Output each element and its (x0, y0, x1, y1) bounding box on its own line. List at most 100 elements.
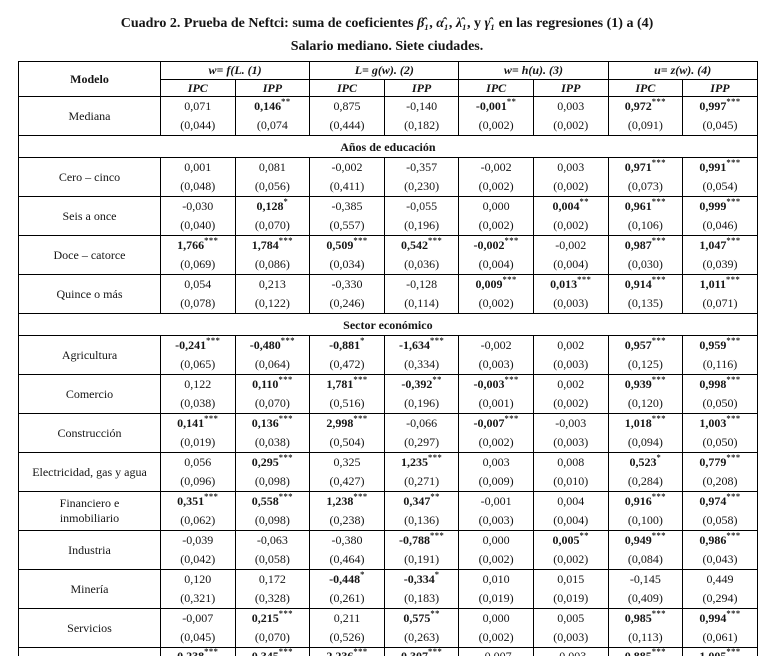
coefficient-value: 0,146** (254, 96, 291, 113)
standard-error: (0,003) (553, 435, 589, 449)
standard-error: (0,098) (254, 474, 290, 488)
coefficient-value: -1,634*** (398, 335, 445, 352)
coefficient-value: -0,334* (403, 569, 440, 586)
significance-stars: ** (430, 608, 440, 618)
coefficient-value: 0,110*** (252, 374, 293, 391)
value-cell: 0,449 (0,294) (682, 569, 758, 609)
price-index-subheader: IPP (682, 79, 758, 97)
standard-error: (0,045) (180, 630, 216, 644)
significance-stars: *** (651, 96, 666, 106)
standard-error: (0,122) (254, 296, 290, 310)
significance-stars: ** (579, 530, 590, 540)
standard-error: (0,464) (329, 552, 365, 566)
section-row: Años de educación (18, 135, 758, 158)
standard-error: (0,096) (180, 474, 216, 488)
value-cell: 0,325 (0,427) (309, 452, 385, 492)
coefficient-value: 0,999*** (699, 196, 741, 213)
value-cell: -0,140 (0,182) (383, 96, 460, 136)
coefficient-value: 1,766*** (177, 235, 219, 252)
standard-error: (0,002) (553, 552, 589, 566)
coefficient-value: 0,004** (552, 196, 590, 213)
significance-stars: *** (726, 235, 741, 245)
value-cell: -0,066 (0,297) (383, 413, 460, 453)
table-row: Construcción 0,141*** (0,019) 0,136*** (0,03… (18, 413, 758, 453)
significance-stars: *** (278, 235, 294, 245)
standard-error: (0,070) (254, 630, 290, 644)
standard-error: (0,036) (404, 257, 440, 271)
coefficient-value: 0,987*** (624, 235, 666, 252)
coefficient-value: 0,215*** (251, 608, 294, 625)
table-row: Servicios -0,007 (0,045) 0,215*** (0,070) 0,2… (18, 608, 758, 648)
coefficient-value: -0,881* (329, 335, 365, 352)
value-cell: 0,054 (0,078) (160, 274, 236, 314)
value-cell: -0,002*** (0,004) (458, 235, 534, 275)
coefficient-value: 2,998*** (326, 413, 368, 430)
value-cell: 0,542*** (0,036) (383, 235, 460, 275)
significance-stars: *** (726, 452, 741, 462)
standard-error: (0,039) (702, 257, 738, 271)
coefficient-value: 0,211 (333, 611, 361, 625)
coefficient-value: -0,007 (480, 649, 512, 656)
significance-stars: * (360, 335, 365, 345)
value-cell: 0,009*** (0,002) (458, 274, 534, 314)
coefficient-value: 0,974*** (699, 491, 741, 508)
coefficient-value: 0,307*** (400, 646, 443, 656)
value-cell: 1,781*** (0,516) (309, 374, 385, 414)
coefficient-value: -0,039 (182, 533, 214, 547)
coefficient-value: 0,003 (557, 99, 585, 113)
row-label: Construcción (18, 413, 161, 453)
coefficient-value: -0,001** (475, 96, 517, 113)
standard-error: (0,002) (478, 296, 514, 310)
value-cell: 0,991*** (0,054) (682, 157, 758, 197)
value-cell: -0,128 (0,114) (383, 274, 460, 314)
value-cell: 0,056 (0,096) (160, 452, 236, 492)
standard-error: (0,002) (553, 396, 589, 410)
significance-stars: ** (432, 374, 442, 384)
value-cell: -0,241*** (0,065) (160, 335, 236, 375)
value-cell: 2,998*** (0,504) (309, 413, 385, 453)
coefficient-value: 1,238*** (326, 491, 368, 508)
value-cell: 0,005 (0,003) (532, 608, 609, 648)
significance-stars: *** (651, 491, 666, 501)
standard-error: (0,238) (329, 513, 365, 527)
row-label: Mediana (18, 96, 161, 136)
row-label: Doce – catorce (18, 235, 161, 275)
standard-error: (0,038) (180, 396, 216, 410)
standard-error: (0,284) (627, 474, 663, 488)
coefficient-value: 0,345*** (251, 646, 294, 656)
value-cell: -0,334* (0,183) (383, 569, 460, 609)
significance-stars: *** (206, 335, 221, 345)
coefficient-value: 0,885*** (624, 646, 666, 656)
standard-error: (0,135) (627, 296, 663, 310)
value-cell: -0,055 (0,196) (383, 196, 460, 236)
value-cell: -0,002 (0,002) (458, 157, 534, 197)
coefficient-value: 0,000 (482, 533, 510, 547)
significance-stars: *** (504, 235, 519, 245)
value-cell: 0,172 (0,328) (234, 569, 311, 609)
coefficient-value: 0,961*** (624, 196, 666, 213)
standard-error: (0,271) (404, 474, 440, 488)
coefficient-value: 0,957*** (624, 335, 666, 352)
value-cell: 0,987*** (0,030) (607, 235, 684, 275)
table-row: Doce – catorce 1,766*** (0,069) 1,784*** (0,… (18, 235, 758, 275)
significance-stars: *** (427, 452, 443, 462)
significance-stars: *** (278, 491, 294, 501)
table-row: Seis a once -0,030 (0,040) 0,128* (0,070) -0,… (18, 196, 758, 236)
standard-error: (0,045) (702, 118, 738, 132)
regression-group-header-4: u= z(w). (4) (607, 61, 758, 80)
standard-error: (0,030) (627, 257, 663, 271)
standard-error: (0,516) (329, 396, 365, 410)
table-body: Mediana 0,071 (0,044) 0,146** (0,074 0,875 (0,… (18, 96, 758, 656)
header-model: Modelo (18, 61, 161, 97)
value-cell: 0,523* (0,284) (607, 452, 684, 492)
coefficient-value: -0,003 (555, 649, 587, 656)
coefficient-value: 0,558*** (251, 491, 294, 508)
standard-error: (0,073) (627, 179, 663, 193)
value-cell: 0,999*** (0,046) (682, 196, 758, 236)
coefficient-value: 0,985*** (624, 608, 666, 625)
value-cell: 0,998*** (0,050) (682, 374, 758, 414)
coefficient-value: -0,002 (331, 160, 363, 174)
value-cell: 0,994*** (0,061) (682, 608, 758, 648)
value-cell: 0,015 (0,019) (532, 569, 609, 609)
value-cell: 0,071 (0,044) (160, 96, 236, 136)
